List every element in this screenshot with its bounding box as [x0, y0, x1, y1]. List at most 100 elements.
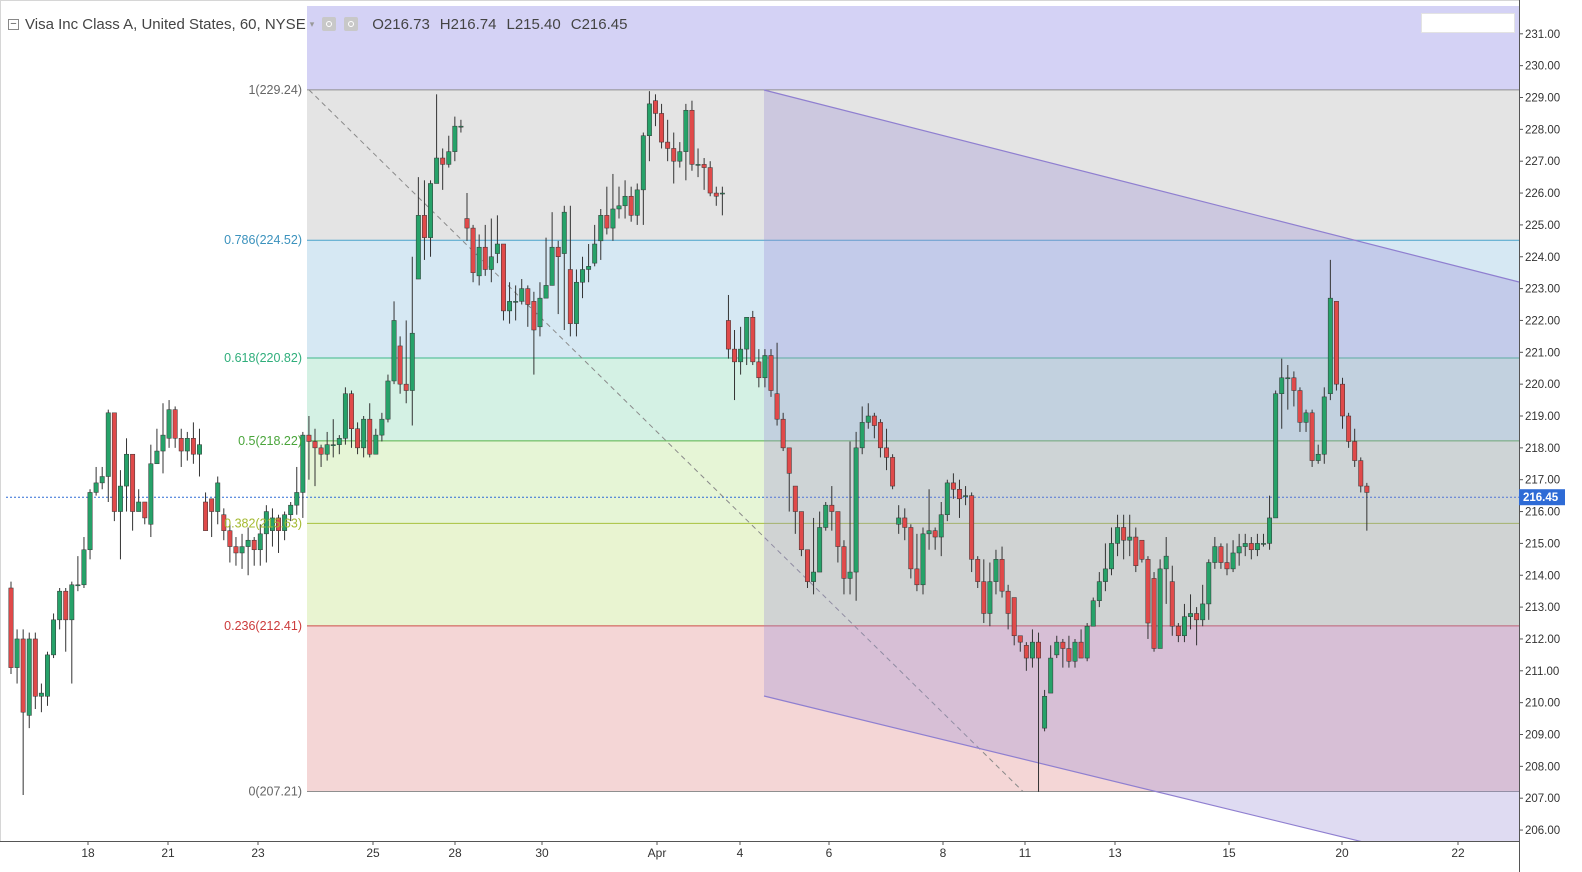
candle-down [1309, 412, 1315, 461]
price-tick-label: 219.00 [1525, 411, 1560, 423]
price-tick-label: 213.00 [1525, 602, 1560, 614]
candle-up [817, 527, 823, 573]
price-tick-label: 221.00 [1525, 347, 1560, 359]
candle-down [1358, 460, 1364, 487]
price-tick-label: 215.00 [1525, 538, 1560, 550]
collapse-legend-button[interactable]: − [8, 18, 19, 30]
candle-up [81, 549, 87, 586]
candle-up [1042, 696, 1048, 729]
price-tick-label: 208.00 [1525, 761, 1560, 773]
candle-up [1109, 543, 1114, 570]
candle-down [397, 345, 403, 385]
candle-down [482, 246, 488, 270]
price-tick-label: 222.00 [1525, 315, 1560, 327]
candle-down [1011, 597, 1017, 637]
time-tick-label: 21 [161, 846, 175, 860]
candle-up [45, 654, 50, 697]
candle-up [75, 584, 81, 587]
candle-up [561, 211, 567, 254]
candle-up [549, 246, 555, 286]
candle-down [111, 412, 117, 512]
candle-up [987, 581, 993, 614]
candle-down [525, 288, 531, 305]
candle-down [227, 530, 233, 547]
candle-up [373, 434, 379, 455]
price-tick-label: 229.00 [1525, 93, 1560, 105]
candle-down [604, 215, 610, 229]
candle-up [105, 412, 111, 477]
candle-up [99, 476, 105, 484]
candle-down [786, 447, 792, 474]
candle-down [957, 489, 962, 500]
candle-up [1054, 641, 1060, 656]
candle-down [908, 527, 914, 570]
candle-down [8, 587, 14, 668]
candle-up [361, 418, 367, 449]
price-tick-label: 217.00 [1525, 475, 1560, 487]
candle-down [1248, 543, 1254, 551]
candle-up [592, 243, 598, 264]
candle-down [950, 482, 956, 490]
candle-down [440, 157, 446, 165]
chevron-down-icon[interactable]: ▾ [309, 18, 315, 29]
candle-up [1212, 546, 1218, 563]
settings-icon[interactable] [344, 17, 359, 31]
last-price-label: 216.45 [1523, 492, 1559, 504]
candle-up [926, 530, 932, 535]
candle-up [379, 418, 385, 436]
candle-down [932, 530, 938, 538]
candle-up [963, 495, 969, 497]
candle-up [1242, 543, 1248, 547]
candle-down [871, 415, 877, 426]
candle-up [1327, 297, 1333, 394]
candle-down [403, 383, 409, 391]
fib-level-label: 0(207.21) [248, 785, 302, 799]
candle-down [312, 441, 318, 449]
eye-icon[interactable] [322, 17, 337, 31]
candle-down [355, 428, 361, 449]
candle-up [1261, 543, 1266, 545]
price-tick-label: 223.00 [1525, 284, 1560, 296]
candle-down [367, 418, 373, 455]
candle-down [318, 447, 324, 455]
candle-up [1090, 600, 1096, 627]
candle-up [543, 285, 549, 299]
candle-up [239, 546, 245, 554]
candle-down [464, 218, 470, 229]
candle-up [269, 517, 275, 531]
candle-up [184, 438, 190, 452]
candle-up [288, 504, 294, 515]
indicator-input-box[interactable] [1421, 13, 1515, 33]
candle-up [160, 434, 166, 452]
time-tick-label: 30 [535, 846, 549, 860]
candle-down [1005, 590, 1011, 614]
open-value: O216.73 [372, 15, 430, 33]
candle-down [1036, 641, 1041, 659]
candle-up [944, 482, 950, 515]
candle-up [428, 183, 433, 238]
time-tick-label: Apr [648, 846, 667, 860]
candle-down [1194, 613, 1200, 621]
candle-down [780, 418, 786, 449]
time-tick-label: 13 [1108, 846, 1122, 860]
candle-down [1297, 390, 1303, 423]
time-tick-label: 18 [81, 846, 95, 860]
candle-up [616, 205, 622, 210]
candle-down [276, 517, 281, 531]
candle-up [1254, 543, 1260, 551]
candle-up [853, 447, 859, 573]
candle-down [805, 549, 810, 582]
candle-up [324, 444, 330, 455]
candle-up [507, 301, 513, 312]
candle-up [1303, 412, 1309, 423]
candle-down [531, 301, 537, 331]
candle-down [914, 568, 920, 586]
candle-up [385, 380, 391, 420]
price-tick-label: 216.00 [1525, 507, 1560, 519]
fib-level-label: 0.618(220.82) [224, 351, 302, 365]
candle-up [38, 692, 44, 697]
candle-up [87, 492, 93, 551]
ohlc-values: O216.73 H216.74 L215.40 C216.45 [372, 16, 637, 33]
candle-down [1017, 635, 1023, 643]
